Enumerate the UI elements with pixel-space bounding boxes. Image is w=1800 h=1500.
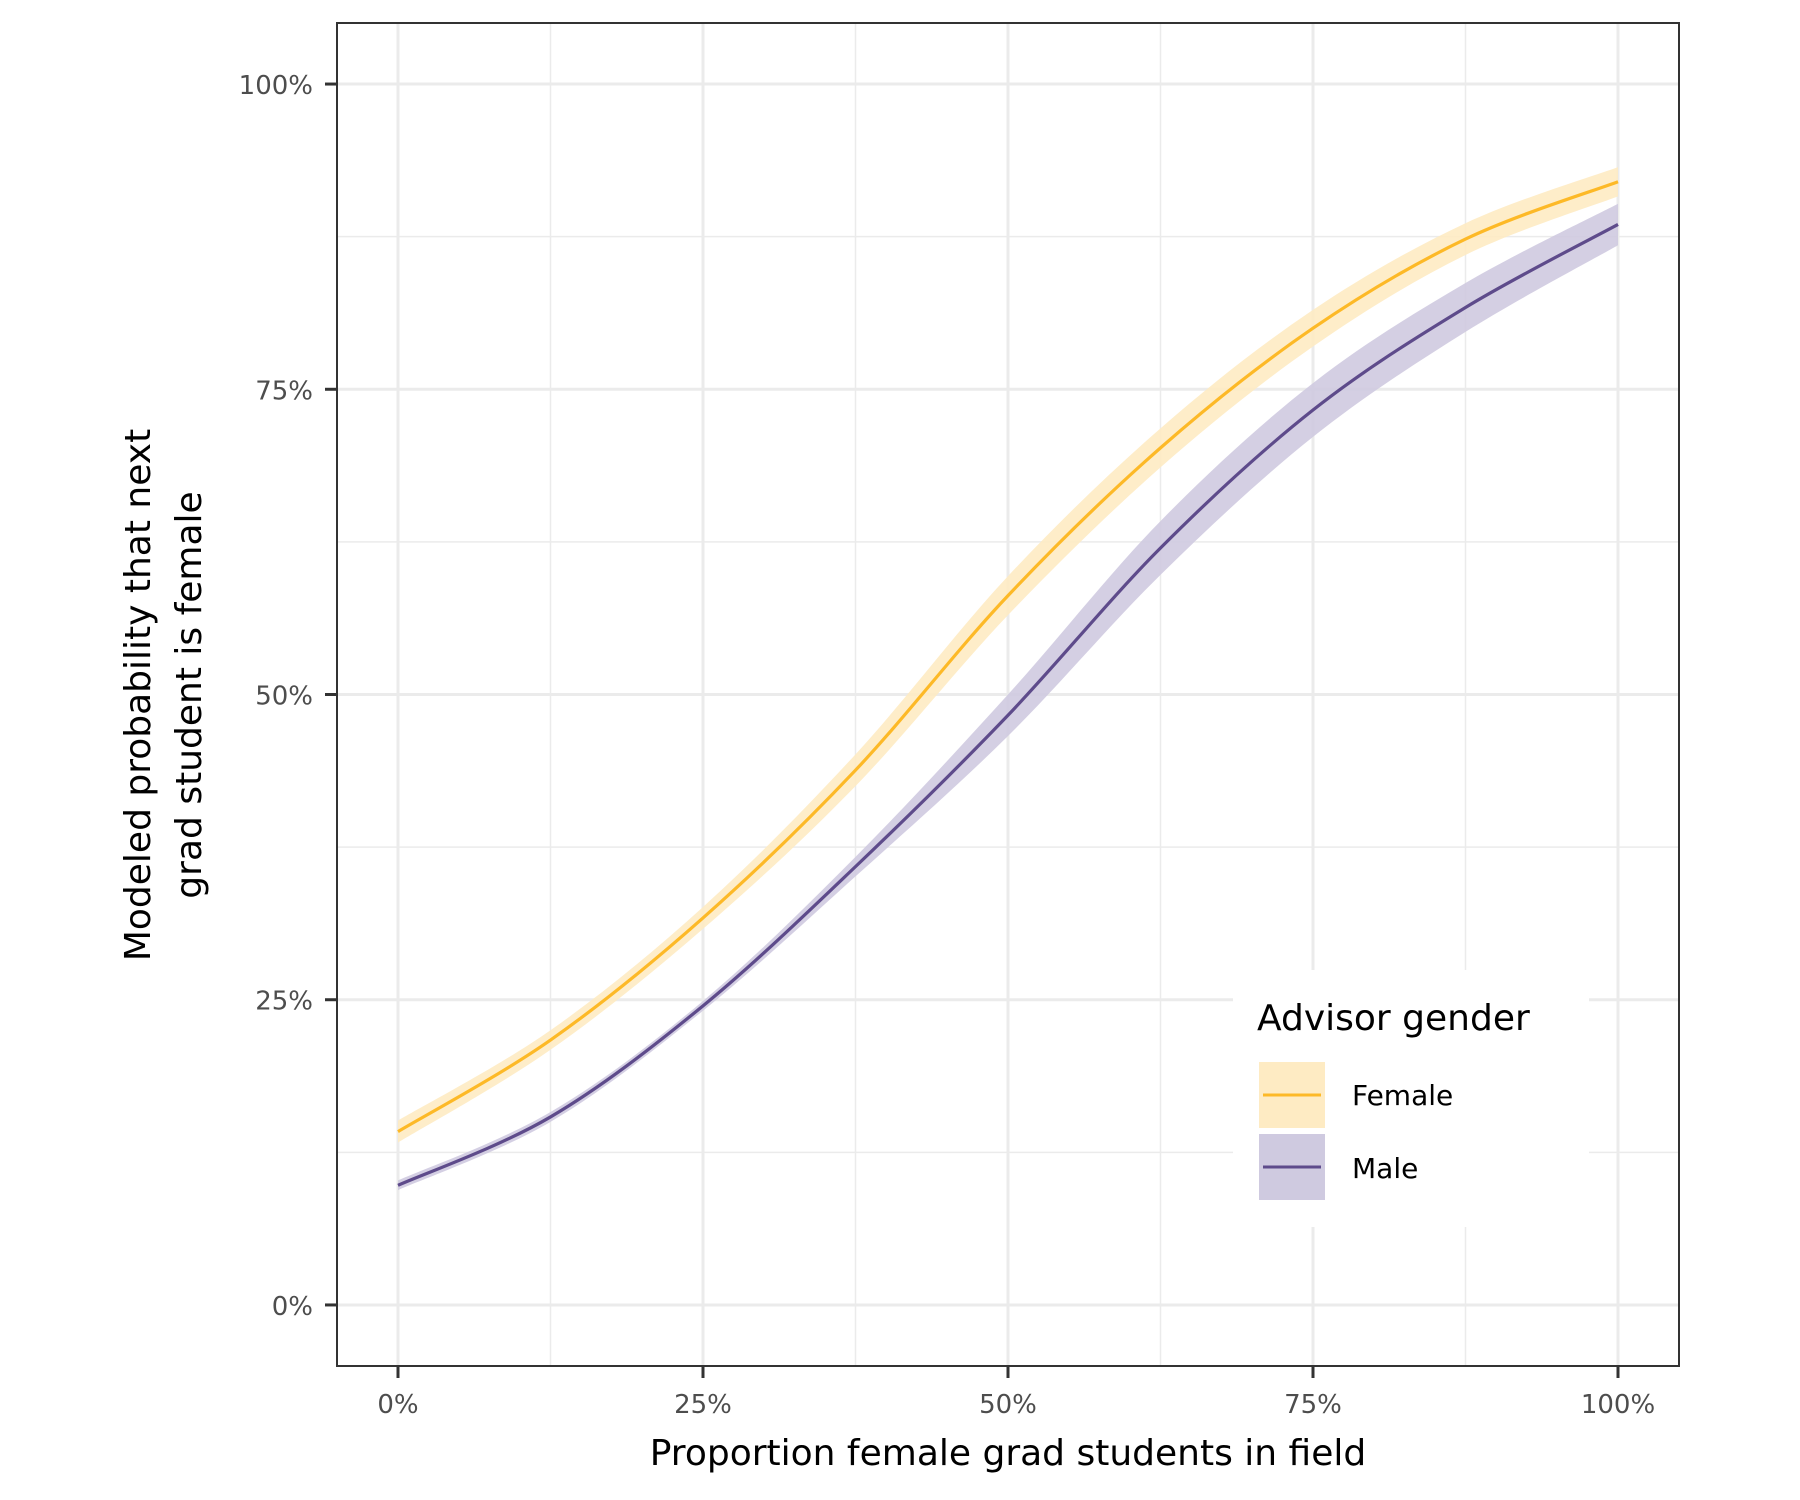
y-tick-label: 50% — [255, 682, 313, 712]
y-axis-title-line-2: grad student is female — [169, 491, 210, 898]
series-lines — [397, 180, 1619, 1187]
y-tick-label: 100% — [239, 71, 313, 101]
legend-label-female: Female — [1352, 1079, 1453, 1112]
legend-title: Advisor gender — [1257, 998, 1530, 1039]
x-axis: 0% 25% 50% 75% 100% — [377, 1366, 1655, 1420]
confidence-ribbons — [398, 167, 1618, 1191]
x-tick-label: 75% — [1284, 1390, 1342, 1420]
legend-item-female: Female — [1259, 1062, 1453, 1128]
series-line-female — [397, 180, 1619, 1133]
series-line-male — [397, 223, 1619, 1187]
legend-label-male: Male — [1352, 1152, 1418, 1185]
y-tick-label: 0% — [272, 1292, 313, 1322]
y-axis-title-line-1: Modeled probability that next — [118, 429, 159, 961]
legend-item-male: Male — [1259, 1134, 1418, 1200]
ribbon-male — [398, 203, 1618, 1191]
x-tick-label: 100% — [1581, 1390, 1655, 1420]
y-tick-label: 25% — [255, 987, 313, 1017]
x-axis-title: Proportion female grad students in field — [650, 1433, 1367, 1474]
x-tick-label: 0% — [377, 1390, 418, 1420]
legend: Advisor gender Female Male — [1233, 970, 1589, 1227]
y-tick-label: 75% — [255, 376, 313, 406]
y-axis: 0% 25% 50% 75% 100% — [239, 71, 337, 1322]
x-tick-label: 50% — [979, 1390, 1037, 1420]
x-tick-label: 25% — [674, 1390, 732, 1420]
y-axis-title: Modeled probability that next grad stude… — [118, 429, 210, 961]
